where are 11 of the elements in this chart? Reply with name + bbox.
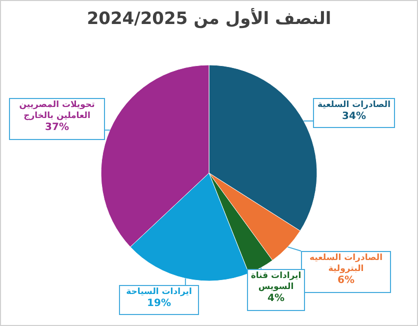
data-label: 6% (336, 275, 356, 286)
slice-label: تحويلات المصريين العاملين بالخارج (18, 100, 96, 122)
chart-title: النصف الأول من 2024/2025 (86, 9, 332, 29)
slice-label: الصادرات السلعية (316, 100, 392, 111)
data-label: 19% (146, 298, 172, 309)
slice-label: ايرادات السياحة (125, 287, 193, 298)
data-label: 37% (44, 122, 70, 133)
data-label: 4% (266, 293, 286, 304)
slice-label: الصادرات السلعيه البترولية (308, 253, 384, 275)
data-label: 34% (341, 111, 367, 122)
slice-label: ايرادات قناة السويس (250, 271, 302, 293)
